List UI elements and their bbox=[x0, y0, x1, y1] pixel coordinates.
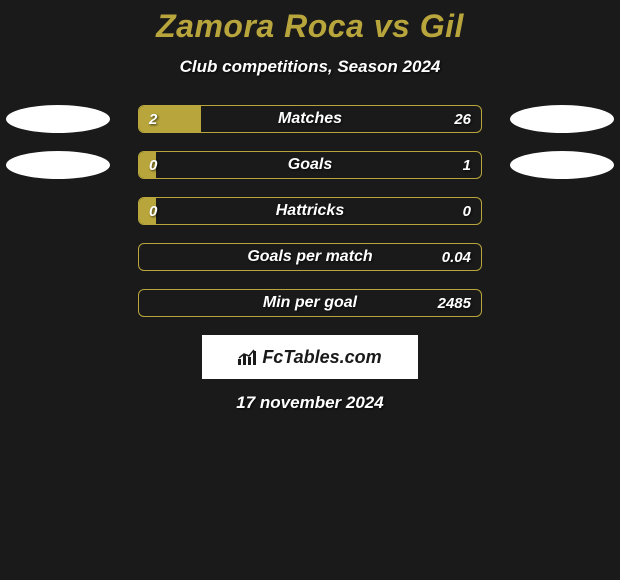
stat-value-right: 26 bbox=[454, 106, 471, 132]
bar-fill-left bbox=[139, 198, 156, 224]
stat-bar: Goals per match0.04 bbox=[138, 243, 482, 271]
stat-row: Min per goal2485 bbox=[0, 289, 620, 317]
bar-fill-left bbox=[139, 152, 156, 178]
stat-rows: 2Matches260Goals10Hattricks0Goals per ma… bbox=[0, 105, 620, 317]
logo-box: FcTables.com bbox=[202, 335, 418, 379]
comparison-container: Zamora Roca vs Gil Club competitions, Se… bbox=[0, 0, 620, 413]
stat-value-right: 1 bbox=[463, 152, 471, 178]
logo-label: FcTables.com bbox=[262, 347, 381, 368]
page-title: Zamora Roca vs Gil bbox=[0, 8, 620, 45]
stat-label: Min per goal bbox=[139, 290, 481, 316]
stat-row: 2Matches26 bbox=[0, 105, 620, 133]
player-right-ellipse bbox=[510, 105, 614, 133]
player-left-ellipse bbox=[6, 151, 110, 179]
stat-row: 0Hattricks0 bbox=[0, 197, 620, 225]
stat-bar: 2Matches26 bbox=[138, 105, 482, 133]
stat-label: Hattricks bbox=[139, 198, 481, 224]
logo-text: FcTables.com bbox=[238, 347, 381, 368]
stat-bar: 0Goals1 bbox=[138, 151, 482, 179]
chart-icon bbox=[238, 349, 258, 365]
stat-label: Goals per match bbox=[139, 244, 481, 270]
stat-label: Goals bbox=[139, 152, 481, 178]
stat-bar: Min per goal2485 bbox=[138, 289, 482, 317]
player-right-ellipse bbox=[510, 151, 614, 179]
stat-row: 0Goals1 bbox=[0, 151, 620, 179]
stat-value-right: 0 bbox=[463, 198, 471, 224]
bar-fill-left bbox=[139, 106, 201, 132]
stat-value-right: 0.04 bbox=[442, 244, 471, 270]
stat-value-right: 2485 bbox=[438, 290, 471, 316]
page-subtitle: Club competitions, Season 2024 bbox=[0, 57, 620, 77]
date-label: 17 november 2024 bbox=[0, 393, 620, 413]
player-left-ellipse bbox=[6, 105, 110, 133]
stat-bar: 0Hattricks0 bbox=[138, 197, 482, 225]
stat-row: Goals per match0.04 bbox=[0, 243, 620, 271]
